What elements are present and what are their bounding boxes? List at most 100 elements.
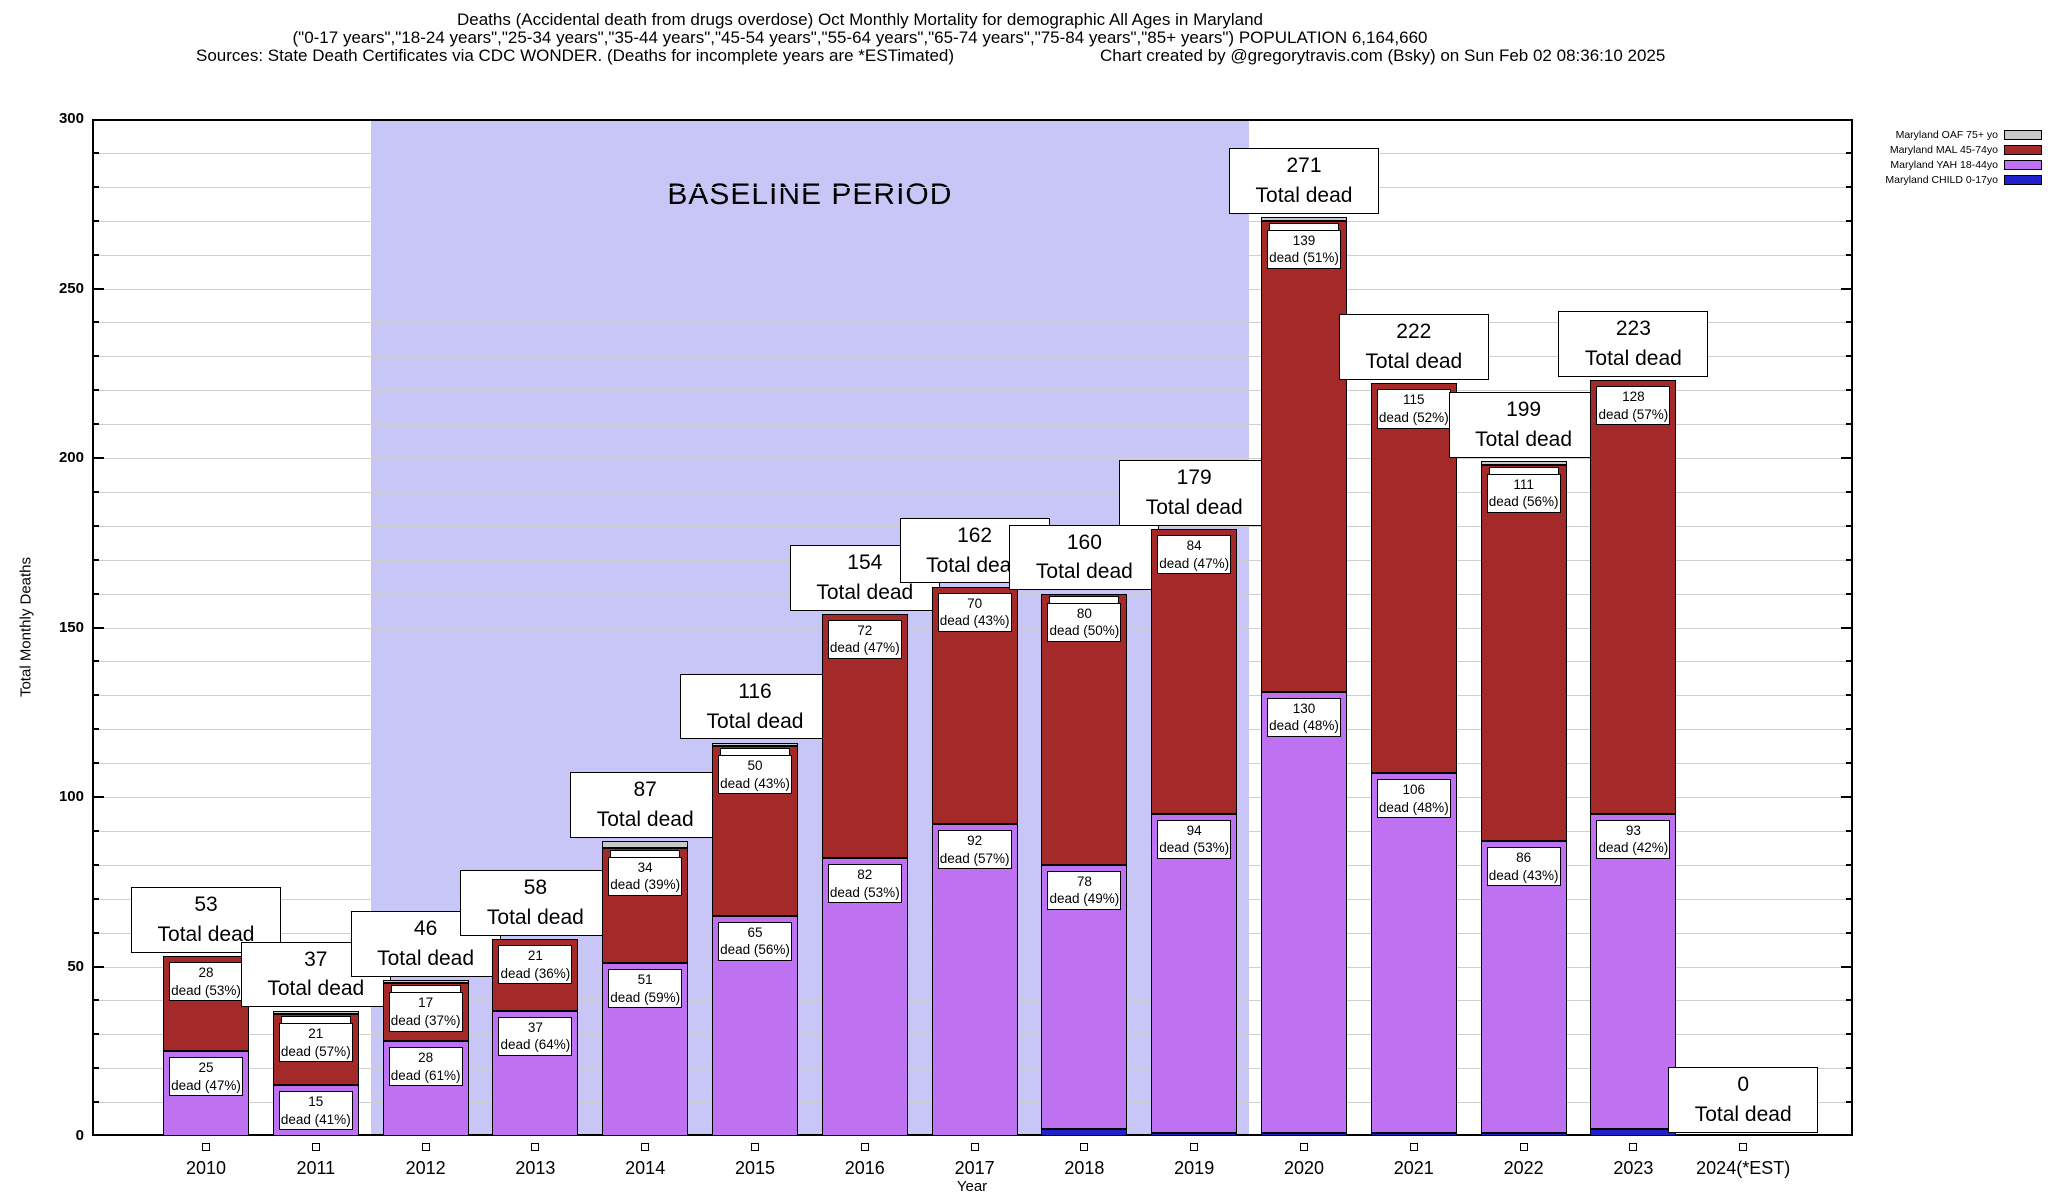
y-axis-tick [1846,762,1853,765]
legend-item: Maryland YAH 18-44yo [1890,159,2042,171]
y-axis-tick [92,762,99,765]
y-axis-tick [1846,490,1853,493]
year-tick-label: 2023 [1613,1158,1654,1178]
legend: Maryland OAF 75+ yo Maryland MAL 45-74yo M… [1885,129,2042,186]
year-tick-label: 2010 [185,1158,227,1178]
x-axis-label: Year [956,1178,988,1195]
y-axis-tick [1846,592,1853,595]
legend-swatch [2004,130,2042,140]
total-dead-label: 58 Total dead [460,870,611,936]
axis-marker-square [1739,1143,1748,1151]
gridline [92,254,1853,256]
y-axis-tick [92,592,99,595]
y-axis-tick [92,490,99,493]
maryland-mal-segment [1480,464,1567,842]
year-tick-label: 2016 [844,1158,885,1178]
mal-segment-label: 17 dead (37%) [388,992,463,1032]
y-axis-tick [1846,321,1853,324]
maryland-yah-segment [931,824,1018,1136]
total-dead-label: 271 Total dead [1229,148,1379,214]
mal-segment-label: 111 dead (56%) [1486,473,1561,513]
gridline [92,356,1853,358]
mal-segment-label: 72 dead (47%) [827,619,902,660]
maryland-oaf-segment [272,1010,359,1014]
y-axis-tick [92,524,99,527]
yah-segment-label: 130 dead (48%) [1267,697,1341,737]
y-tick-label: 150 [58,618,84,636]
mal-segment-label: 21 dead (36%) [498,945,573,985]
axis-marker-square [970,1143,979,1151]
mal-segment-label: 139 dead (51%) [1267,229,1341,269]
year-tick-label: 2011 [296,1158,336,1178]
mal-segment-label: 21 dead (57%) [278,1022,353,1063]
y-axis-tick [92,897,99,900]
y-axis-tick [1846,1101,1853,1104]
maryland-child-segment [1480,1132,1567,1136]
yah-segment-label: 51 dead (59%) [608,969,683,1009]
yah-segment-label: 94 dead (53%) [1157,819,1232,860]
maryland-mal-segment [1151,529,1238,814]
y-axis-tick [92,151,99,154]
y-axis-tick [1841,626,1853,629]
y-axis-tick [92,694,99,697]
axis-marker-square [1300,1143,1308,1151]
y-axis-tick [92,829,99,832]
maryland-yah-segment [821,858,908,1136]
mal-segment-label: 50 dead (43%) [718,755,792,795]
total-dead-label: 0 Total dead [1668,1067,1819,1133]
mal-segment-label: 84 dead (47%) [1157,535,1232,575]
axis-marker-square [421,1143,430,1151]
axis-marker-square [1519,1143,1528,1151]
y-axis-tick [92,253,99,256]
year-tick-label: 2015 [734,1158,776,1178]
y-axis-tick [1846,151,1853,154]
y-axis-tick [1846,1033,1853,1036]
y-axis-tick [92,558,99,561]
y-axis-tick [1846,1067,1853,1070]
legend-label: Maryland OAF 75+ yo [1895,129,1998,141]
total-dead-label: 222 Total dead [1338,314,1489,381]
maryland-oaf-segment [712,742,798,747]
chart-title-line1: Deaths (Accidental death from drugs over… [457,10,1263,29]
axis-marker-square [202,1143,210,1151]
y-axis-tick [1841,457,1853,459]
y-axis-tick [1846,863,1853,866]
y-tick-label: 200 [58,449,84,466]
total-dead-label: 223 Total dead [1558,311,1709,377]
yah-segment-label: 86 dead (43%) [1486,847,1561,887]
maryland-mal-segment [1370,383,1457,774]
baseline-period-label: BASELINE PERIOD [667,178,953,211]
y-axis-tick [1846,423,1853,426]
yah-segment-label: 93 dead (42%) [1596,819,1671,860]
year-tick-label: 2021 [1393,1158,1434,1178]
year-tick-label: 2012 [405,1158,446,1178]
y-axis-tick [1846,931,1853,934]
y-axis-tick [92,287,104,290]
yah-segment-label: 28 dead (61%) [388,1047,463,1087]
y-tick-label: 250 [58,279,84,297]
axis-marker-square [1190,1143,1199,1151]
year-tick-label: 2024(*EST) [1696,1158,1791,1178]
gridline [92,288,1853,290]
y-axis-tick [92,1067,99,1070]
y-axis-tick [1846,524,1853,527]
y-axis-tick [1846,728,1853,731]
y-axis-tick [92,863,99,866]
legend-swatch [2004,145,2042,155]
y-axis-tick [1841,287,1853,290]
yah-segment-label: 37 dead (64%) [498,1016,573,1056]
maryland-child-segment [1261,1132,1347,1136]
mal-segment-label: 115 dead (52%) [1376,389,1451,429]
gridline [92,322,1853,324]
gridline [92,152,1853,154]
sources-note: Sources: State Death Certificates via CD… [196,46,955,65]
maryland-mal-segment [1261,220,1347,692]
y-axis-tick [1846,389,1853,392]
mal-segment-label: 70 dead (43%) [937,592,1012,632]
y-axis-tick [1846,829,1853,832]
y-axis-tick [92,728,99,731]
y-axis-tick [1846,219,1853,222]
yah-segment-label: 78 dead (49%) [1047,870,1122,910]
mal-segment-label: 80 dead (50%) [1047,602,1122,642]
